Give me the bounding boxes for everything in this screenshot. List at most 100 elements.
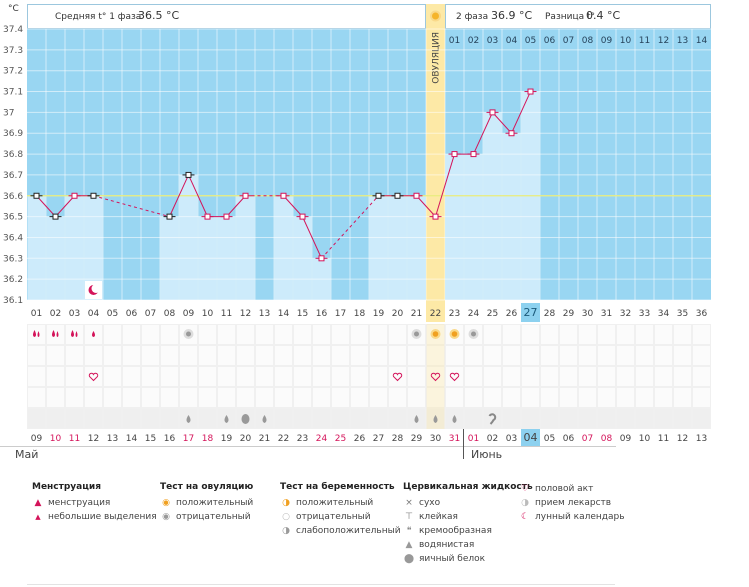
date-label: 12 [88, 434, 99, 444]
cycle-day-label: 14 [278, 309, 290, 319]
symptom-cell [84, 408, 103, 429]
y-tick-label: 37.2 [3, 67, 23, 77]
cycle-day-label: 20 [392, 309, 404, 319]
symptom-cell [616, 408, 635, 429]
cycle-day-label: 06 [126, 309, 138, 319]
symptom-cell [65, 408, 84, 429]
pregnancy-faint-icon: ◑ [282, 526, 290, 536]
date-label: 09 [31, 434, 43, 444]
symptom-cell [388, 387, 407, 408]
date-label: 22 [278, 434, 289, 444]
symptom-cell [521, 366, 540, 387]
date-label: 29 [411, 434, 423, 444]
symptom-cell [540, 324, 559, 345]
symptom-cell [122, 387, 141, 408]
cycle-day-label: 07 [145, 309, 156, 319]
cycle-day-label: 30 [582, 309, 594, 319]
y-tick-label: 37.1 [3, 88, 23, 98]
symptom-cell [388, 345, 407, 366]
phase1-header-box [27, 4, 426, 29]
symptom-cell [141, 366, 160, 387]
symptom-cell [65, 345, 84, 366]
date-label: 19 [221, 434, 233, 444]
symptom-cell [179, 366, 198, 387]
date-label: 30 [430, 434, 442, 444]
phase2-day-label: 14 [696, 36, 708, 46]
symptom-cell [350, 324, 369, 345]
ovulation-day-cell [426, 303, 445, 322]
symptom-cell [46, 408, 65, 429]
phase2-value: 36.9 °C [491, 9, 532, 22]
y-tick-label: 36.1 [3, 296, 23, 306]
temp-line-segment [435, 153, 455, 217]
temp-point [375, 192, 382, 199]
temp-line-segment [36, 195, 56, 217]
legend-item: слабоположительный [296, 526, 401, 536]
date-label: 08 [601, 434, 613, 444]
month-may: Май [15, 448, 38, 461]
symptom-cell [179, 345, 198, 366]
symptom-cell [673, 345, 692, 366]
date-label: 13 [696, 434, 707, 444]
cycle-day-label: 35 [677, 309, 688, 319]
symptom-cell [217, 387, 236, 408]
symptom-cell [293, 408, 312, 429]
temp-bar [236, 195, 255, 300]
symptom-cell [597, 366, 616, 387]
symptom-cell [46, 324, 65, 345]
phase2-day-label: 06 [544, 36, 556, 46]
temp-bar [65, 195, 84, 300]
temp-line-gap [321, 195, 379, 259]
phase2-day-label: 01 [449, 36, 460, 46]
temp-line-segment [511, 91, 531, 134]
temp-bar [388, 195, 407, 300]
symptom-cell [502, 387, 521, 408]
phase2-day-label: 12 [658, 36, 669, 46]
legend-item: сухо [419, 498, 441, 508]
symptom-cell [673, 366, 692, 387]
temp-point [71, 192, 78, 199]
symptom-cell [350, 366, 369, 387]
creamy-fluid-icon [488, 413, 497, 425]
cycle-day-label: 01 [31, 309, 42, 319]
symptom-cell [160, 345, 179, 366]
symptom-cell [27, 345, 46, 366]
symptom-cell [692, 366, 711, 387]
symptom-cell [692, 324, 711, 345]
light-spotting-icon [92, 331, 95, 337]
temp-bar [274, 195, 293, 300]
symptom-cell [578, 387, 597, 408]
date-label: 13 [107, 434, 118, 444]
symptom-cell [521, 387, 540, 408]
ovulation-test-negative-core [471, 331, 476, 337]
y-tick-label: 36.5 [3, 213, 23, 223]
phase2-day-label: 05 [525, 36, 536, 46]
legend-item: положительный [176, 498, 254, 508]
symptom-cell [445, 387, 464, 408]
symptom-cell [141, 324, 160, 345]
today-highlight [521, 303, 540, 322]
symptom-cell [388, 408, 407, 429]
y-tick-label: 36.3 [3, 254, 23, 264]
date-label: 28 [392, 434, 404, 444]
date-label: 21 [259, 434, 270, 444]
dry-icon: × [405, 498, 413, 508]
ovulation-test-negative-core [414, 331, 419, 337]
date-label: 01 [468, 434, 479, 444]
symptom-cell [122, 324, 141, 345]
date-label: 10 [50, 434, 62, 444]
symptom-cell [217, 324, 236, 345]
date-label: 14 [126, 434, 138, 444]
symptom-cell [312, 408, 331, 429]
date-label: 11 [658, 434, 669, 444]
symptom-cell [369, 387, 388, 408]
symptom-cell [616, 324, 635, 345]
symptom-cell [293, 387, 312, 408]
symptom-cell [654, 408, 673, 429]
temp-point [204, 213, 211, 220]
phase1-value: 36.5 °C [138, 9, 179, 22]
symptom-cell [578, 324, 597, 345]
symptom-cell [369, 408, 388, 429]
legend-item: лунный календарь [535, 512, 625, 522]
